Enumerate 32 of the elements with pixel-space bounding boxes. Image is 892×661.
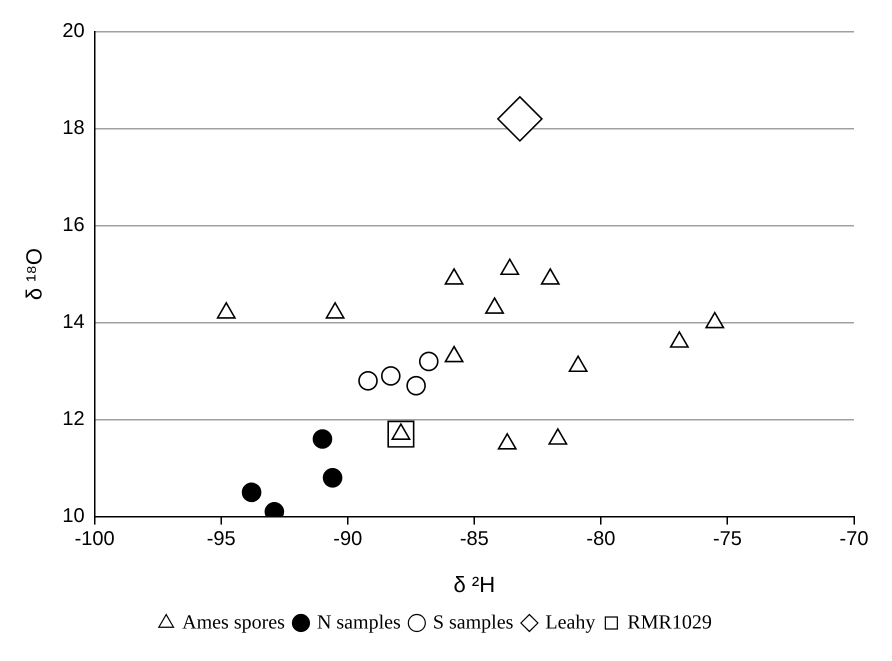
point bbox=[498, 433, 517, 450]
point bbox=[485, 297, 504, 314]
legend-label: RMR1029 bbox=[627, 611, 712, 634]
legend-label: S samples bbox=[432, 611, 514, 634]
legend-label: Ames spores bbox=[182, 611, 286, 634]
y-axis-title: δ ¹⁸O bbox=[21, 248, 46, 300]
x-tick-label: -95 bbox=[206, 528, 236, 550]
x-tick-label: -100 bbox=[74, 528, 115, 550]
y-tick-label: 20 bbox=[62, 20, 85, 42]
y-tick-label: 14 bbox=[62, 311, 85, 334]
y-tick-label: 18 bbox=[62, 117, 85, 140]
point bbox=[540, 268, 560, 285]
legend-label: N samples bbox=[316, 611, 402, 634]
x-tick-label: -70 bbox=[840, 528, 868, 550]
point bbox=[705, 312, 724, 328]
point bbox=[444, 268, 464, 285]
point bbox=[500, 258, 520, 276]
point bbox=[216, 302, 236, 319]
point bbox=[548, 428, 568, 445]
y-tick-label: 12 bbox=[62, 408, 85, 430]
x-axis-title: δ ²H bbox=[454, 572, 496, 597]
y-tick-label: 16 bbox=[62, 214, 85, 236]
point bbox=[444, 346, 464, 362]
y-tick-label: 10 bbox=[62, 505, 85, 528]
point bbox=[568, 355, 588, 372]
x-tick-label: -90 bbox=[333, 528, 362, 550]
x-tick-label: -80 bbox=[586, 528, 616, 550]
legend-label: Leahy bbox=[545, 611, 596, 634]
point bbox=[670, 331, 689, 348]
x-tick-label: -85 bbox=[460, 528, 489, 550]
point bbox=[326, 302, 345, 319]
x-tick-label: -75 bbox=[712, 528, 742, 550]
